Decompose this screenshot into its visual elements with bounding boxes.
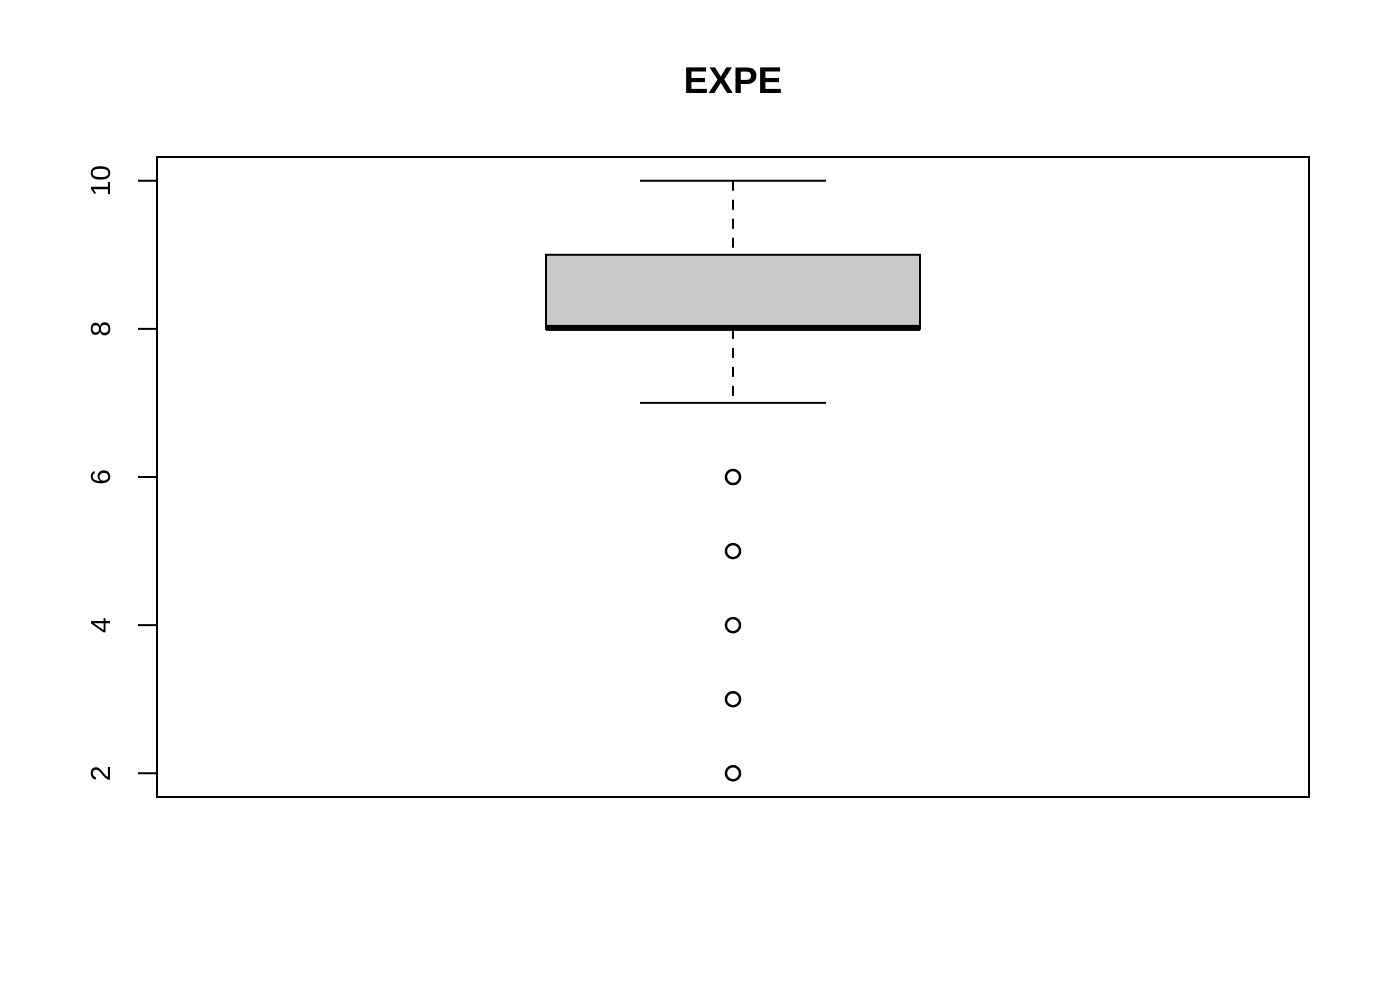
y-tick-label-2: 2 <box>85 766 116 782</box>
y-tick-label-8: 8 <box>85 321 116 337</box>
y-tick-label-6: 6 <box>85 469 116 485</box>
y-tick-label-4: 4 <box>85 617 116 633</box>
outlier-point <box>724 542 742 560</box>
chart-title: EXPE <box>684 60 783 101</box>
outlier-points <box>724 468 742 782</box>
outlier-point <box>724 765 742 782</box>
plot-frame <box>156 156 1310 798</box>
outlier-point <box>724 616 742 634</box>
iqr-box <box>545 253 921 330</box>
outlier-point <box>724 468 742 486</box>
box-plot <box>545 179 921 404</box>
outlier-point <box>724 690 742 708</box>
y-axis: 2 4 6 8 10 <box>85 165 158 782</box>
y-tick-label-10: 10 <box>85 165 116 196</box>
